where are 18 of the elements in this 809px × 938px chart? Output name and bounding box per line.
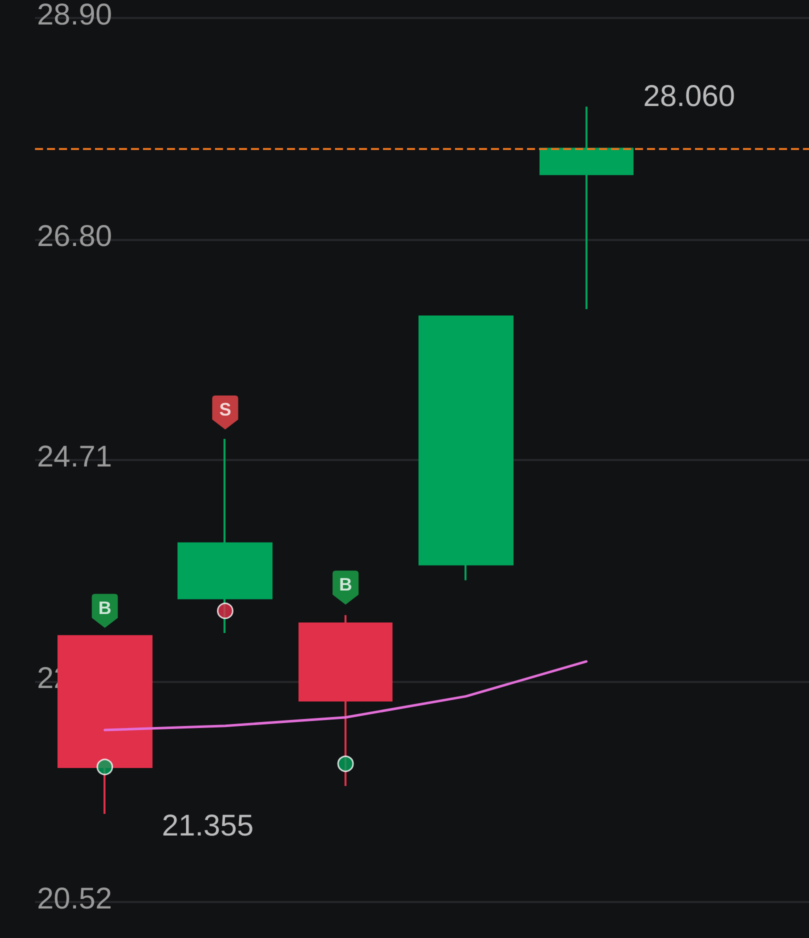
point bbox=[337, 756, 354, 772]
annotation: 21.355 bbox=[162, 809, 254, 842]
candlestick bbox=[58, 635, 152, 815]
candlestick bbox=[418, 316, 514, 582]
data-label: S bbox=[219, 400, 232, 420]
y-tick-label: 26.80 bbox=[37, 220, 112, 254]
annotation: 28.060 bbox=[643, 80, 736, 114]
y-tick-label: 24.71 bbox=[37, 440, 112, 474]
data-label: B bbox=[98, 598, 112, 618]
line-series bbox=[104, 660, 588, 732]
point bbox=[96, 758, 114, 776]
candlestick bbox=[540, 106, 634, 310]
candlestick bbox=[298, 614, 392, 787]
y-tick-label: 20.52 bbox=[37, 882, 112, 916]
data-label: B bbox=[339, 574, 352, 595]
candlestick bbox=[178, 438, 272, 634]
y-tick-label: 28.90 bbox=[37, 0, 112, 32]
point bbox=[216, 602, 234, 620]
